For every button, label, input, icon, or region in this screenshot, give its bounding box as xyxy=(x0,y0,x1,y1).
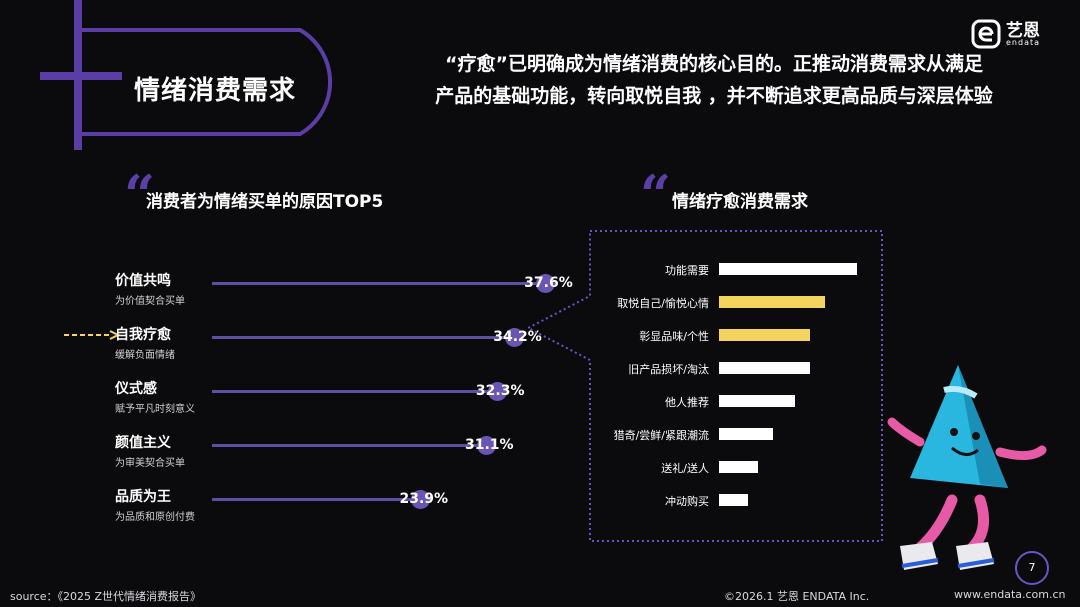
reason-description: 赋予平凡时刻意义 xyxy=(115,404,195,415)
reason-bar-dot xyxy=(411,490,431,509)
demand-category-label: 彰显品味/个性 xyxy=(639,330,709,343)
demand-category-label: 他人推荐 xyxy=(665,396,709,409)
headline-line-1: “疗愈”已明确成为情绪消费的核心目的。正推动消费需求从满足 xyxy=(445,53,983,75)
reason-bar-dot xyxy=(505,328,525,347)
demand-bar xyxy=(719,329,811,341)
demand-bar xyxy=(719,395,795,407)
section-title: 情绪消费需求 xyxy=(134,76,297,106)
highlight-arrow-icon xyxy=(64,330,120,340)
demand-bar xyxy=(719,428,773,440)
footer-source: source：《2025 Z世代情绪消费报告》 xyxy=(10,590,202,603)
reason-item: 价值共鸣 为价值契合买单 37.6% xyxy=(115,270,573,314)
reason-name: 品质为王 xyxy=(115,489,171,505)
right-panel-title: 情绪疗愈消费需求 xyxy=(672,192,808,212)
headline: “疗愈”已明确成为情绪消费的核心目的。正推动消费需求从满足 产品的基础功能，转向… xyxy=(364,48,1064,112)
reason-value-label: 23.9% xyxy=(399,491,449,507)
demand-bar xyxy=(719,494,748,506)
demand-category-label: 冲动购买 xyxy=(665,495,709,508)
demand-category-label: 送礼/送人 xyxy=(661,462,709,475)
reason-name: 颜值主义 xyxy=(115,435,171,451)
reason-description: 为品质和原创付费 xyxy=(115,512,195,523)
reason-value-label: 32.3% xyxy=(475,383,525,399)
demand-category-label: 取悦自己/愉悦心情 xyxy=(617,297,709,310)
reason-bar xyxy=(212,282,545,285)
headline-line-2: 产品的基础功能，转向取悦自我 ，并不断追求更高品质与深层体验 xyxy=(435,85,993,107)
demand-category-label: 功能需要 xyxy=(665,264,709,277)
reason-item: 仪式感赋予平凡时刻意义 32.3% xyxy=(115,378,525,422)
reason-bar-dot xyxy=(487,382,507,401)
demand-bar xyxy=(719,362,811,374)
demand-bar xyxy=(719,461,758,473)
quote-mark-icon: “ xyxy=(124,163,156,227)
page-number-badge: 7 xyxy=(1015,551,1049,585)
demand-category-label: 猎奇/尝鲜/紧跟潮流 xyxy=(613,429,709,442)
footer-copyright: ©2026.1 艺恩 ENDATA Inc. xyxy=(724,590,870,603)
reason-bar xyxy=(212,498,420,501)
demand-category-label: 旧产品损坏/淘汰 xyxy=(628,363,709,376)
reason-description: 为审美契合买单 xyxy=(115,458,185,469)
reason-value-label: 31.1% xyxy=(465,437,514,453)
endata-logo: 艺恩 endata xyxy=(970,16,1070,52)
left-panel-title: 消费者为情绪买单的原因TOP5 xyxy=(146,192,384,212)
reason-name: 价值共鸣 xyxy=(115,273,171,289)
reason-item: 品质为王为品质和原创付费 23.9% xyxy=(115,486,475,530)
reason-bar xyxy=(212,336,514,339)
mascot-illustration xyxy=(887,365,1047,570)
demand-bar xyxy=(719,296,826,308)
footer-website: www.endata.com.cn xyxy=(954,588,1066,601)
reason-item: 颜值主义为审美契合买单 31.1% xyxy=(115,432,514,476)
reason-bar xyxy=(212,390,496,393)
reason-description: 缓解负面情绪 xyxy=(115,350,175,361)
reason-name: 仪式感 xyxy=(115,381,157,397)
reason-description: 为价值契合买单 xyxy=(115,296,185,307)
page-number: 7 xyxy=(1028,561,1036,574)
endata-logo-icon xyxy=(971,19,1001,49)
quote-mark-icon: “ xyxy=(640,163,672,227)
logo-text-en: endata xyxy=(1006,38,1041,47)
reason-name: 自我疗愈 xyxy=(115,327,171,343)
reason-item: 自我疗愈 缓解负面情绪 34.2% xyxy=(115,324,542,368)
logo-text-cn: 艺恩 xyxy=(1006,21,1040,41)
reason-bar-dot xyxy=(477,436,496,455)
reason-bar xyxy=(212,444,485,447)
demand-bar xyxy=(719,263,857,275)
